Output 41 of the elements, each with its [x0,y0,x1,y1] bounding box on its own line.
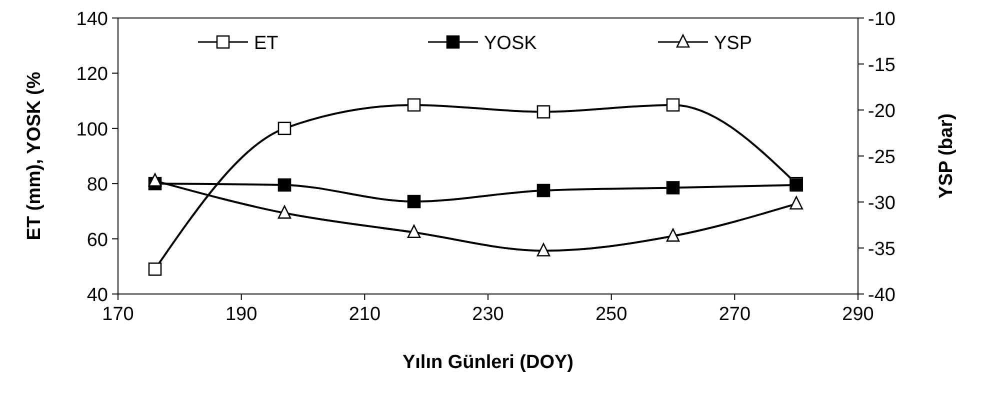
point [407,224,421,238]
y2-tick-label: -10 [868,9,896,30]
y-tick-label: 100 [76,119,108,140]
point [666,228,680,242]
legend-label: YOSK [484,33,538,54]
y2-tick-label: -35 [868,239,896,260]
point [148,173,162,186]
x-tick-label: 210 [348,304,381,325]
x-tick-label: 250 [595,304,628,325]
y-tick-label: 80 [86,174,108,196]
y2-tick-label: -15 [868,55,896,76]
legend-label: YSP [714,33,752,54]
y2-tick-label: -25 [868,147,896,168]
point [407,194,421,208]
legend-label: ET [254,33,279,54]
point [790,196,803,210]
x-tick-label: 270 [718,304,751,325]
point [666,98,680,112]
y-tick-label: 120 [76,64,108,86]
point [278,205,292,219]
y2-tick-label: -20 [868,101,896,122]
point [666,181,680,194]
point [148,262,162,276]
point [278,122,292,136]
point [407,98,421,112]
point [536,243,550,256]
y2-axis-title: YSP (bar) [936,113,957,199]
point [536,105,550,118]
x-tick-label: 190 [225,304,258,325]
y2-tick-label: -40 [868,285,896,306]
x-tick-label: 230 [472,304,504,325]
y-axis-title: ET (mm), YOSK (% [24,72,45,240]
y-tick-label: 60 [86,230,108,251]
y-tick-label: 40 [86,285,108,306]
x-axis-title: Yılın Günleri (DOY) [402,352,574,373]
point [278,178,292,192]
y-tick-label: 140 [76,9,108,30]
y2-tick-label: -30 [868,193,896,214]
point [536,184,550,198]
x-tick-label: 290 [842,304,874,325]
x-tick-label: 170 [102,304,134,325]
